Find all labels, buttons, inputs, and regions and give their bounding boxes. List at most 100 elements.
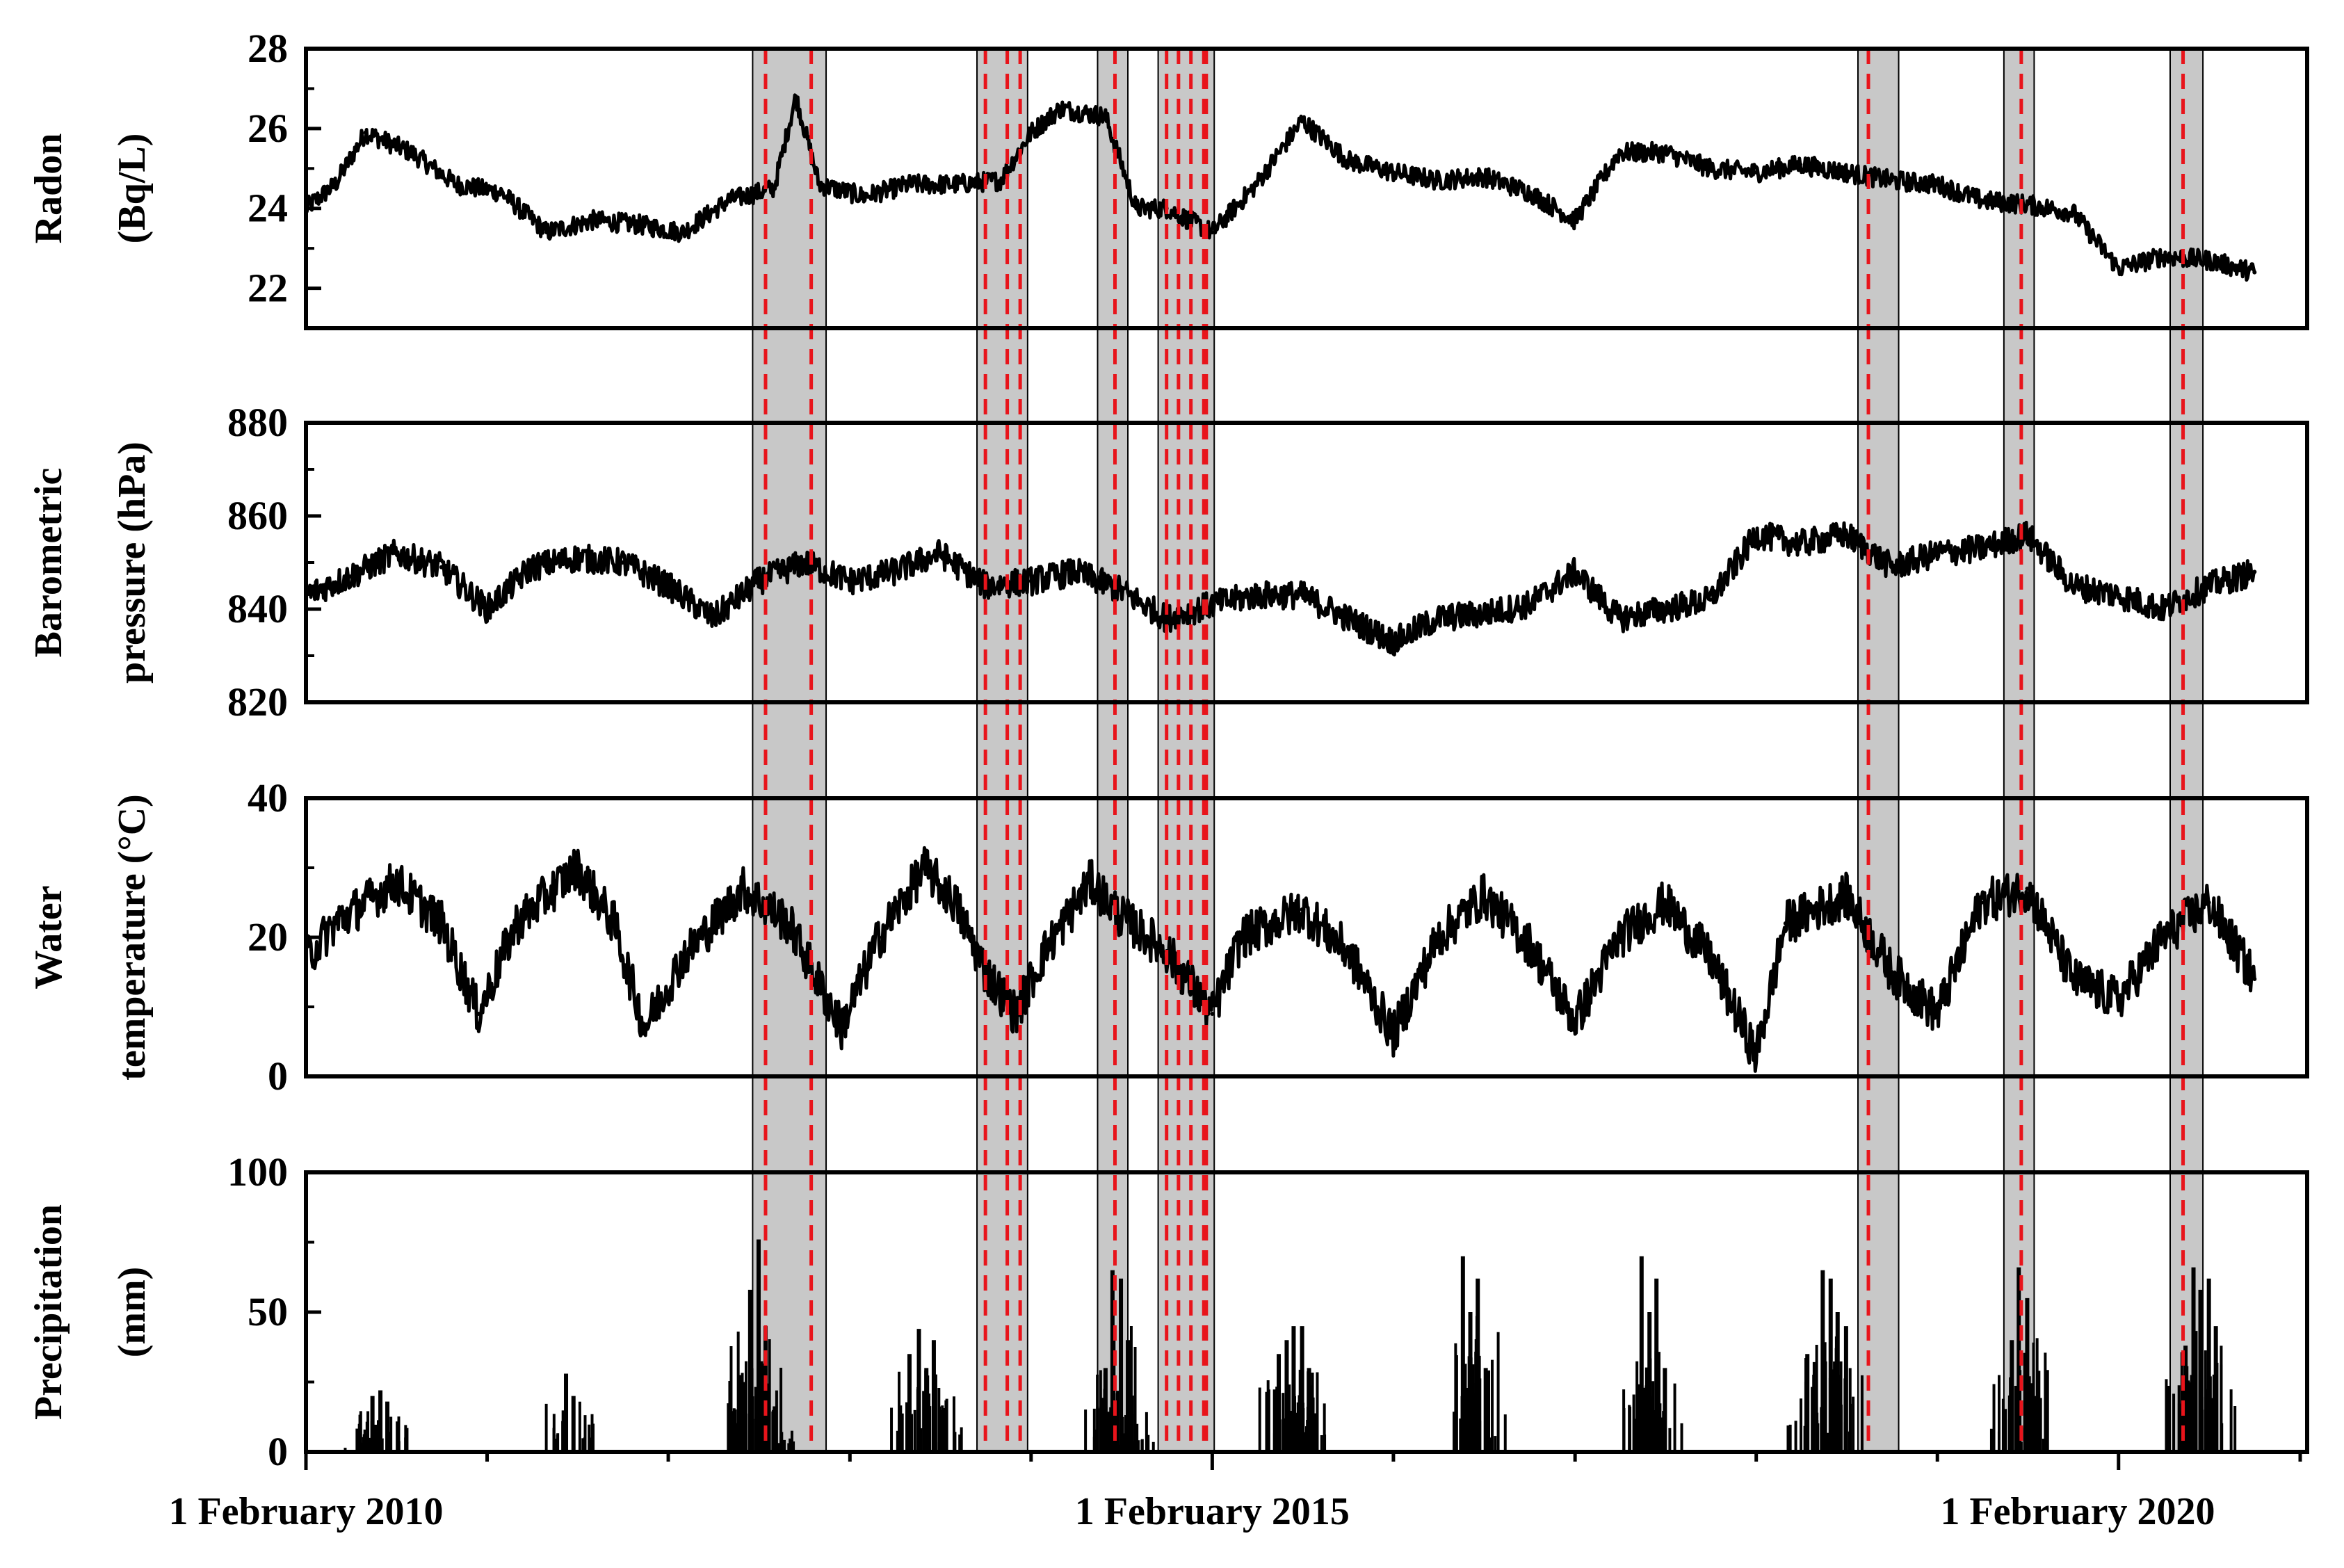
y-tick-label: 40 <box>248 775 288 821</box>
data-point <box>2206 583 2211 588</box>
highlight-bands <box>752 48 2204 1453</box>
data-point <box>1889 178 1894 183</box>
data-point <box>1300 118 1304 123</box>
panel-frame <box>304 1170 2309 1454</box>
data-point <box>1300 592 1304 597</box>
y-tick-label: 880 <box>227 400 288 445</box>
y-tick-label: 0 <box>268 1429 288 1474</box>
data-point <box>409 150 414 155</box>
data-point <box>394 880 398 884</box>
data-point <box>2252 569 2257 574</box>
data-point <box>1979 546 1984 551</box>
y-tick-label: 860 <box>227 493 288 538</box>
data-point <box>1391 639 1396 644</box>
data-point <box>1843 170 1848 175</box>
y-tick-label: 22 <box>248 266 288 311</box>
data-point <box>2206 900 2211 905</box>
data-point <box>741 887 745 891</box>
x-axis-label-2015: 1 February 2015 <box>1075 1490 1350 1533</box>
data-point <box>1481 611 1486 616</box>
data-point <box>485 607 490 611</box>
data-point <box>1663 900 1667 905</box>
data-point <box>514 921 519 926</box>
data-point <box>1164 616 1169 621</box>
data-point <box>793 94 798 99</box>
y-tick-label: 100 <box>227 1149 288 1195</box>
y-tick-label: 26 <box>248 106 288 151</box>
data-point <box>333 921 338 926</box>
data-point <box>1527 190 1532 195</box>
data-point <box>574 866 579 870</box>
data-point <box>937 551 942 556</box>
data-point <box>1663 607 1667 611</box>
data-point <box>1889 970 1894 974</box>
radon-panel: 22 24 26 28 Radon (Bq/L) <box>27 26 2257 311</box>
data-point <box>590 218 595 223</box>
data-point <box>1013 1012 1018 1016</box>
data-point <box>439 921 444 926</box>
pressure-y-axis-title-line1: Barometric <box>27 468 70 658</box>
data-point <box>2025 202 2030 207</box>
data-point <box>2025 887 2030 891</box>
y-tick-label: 50 <box>248 1289 288 1334</box>
data-point <box>363 130 368 135</box>
radon-series <box>304 93 2257 282</box>
panel-frame <box>304 796 2309 1078</box>
data-point <box>1391 170 1396 175</box>
data-point <box>1058 106 1062 111</box>
data-point <box>2161 254 2166 259</box>
data-point <box>862 194 866 199</box>
data-point <box>2252 977 2257 981</box>
pressure-y-axis-title-line2: pressure (hPa) <box>111 442 154 684</box>
data-point <box>1391 1033 1396 1037</box>
data-point <box>1754 170 1759 175</box>
data-point <box>394 551 398 556</box>
data-point <box>2252 270 2257 275</box>
event-lines <box>763 49 2185 1452</box>
data-point <box>1103 114 1108 119</box>
data-point <box>1573 569 1578 574</box>
data-point <box>1708 166 1713 171</box>
data-point <box>1798 542 1803 547</box>
data-point <box>1134 206 1139 211</box>
precipitation-bars <box>306 1239 2307 1454</box>
data-point <box>476 1012 481 1016</box>
data-point <box>1889 565 1894 569</box>
radon-y-axis-title-line1: Radon <box>27 134 70 244</box>
data-point <box>1028 130 1033 135</box>
data-point <box>333 182 338 187</box>
y-tick-label: 840 <box>227 586 288 631</box>
data-point <box>1210 602 1215 607</box>
panel-frame <box>304 421 2309 704</box>
data-point <box>726 198 731 203</box>
x-axis-label-2010: 1 February 2010 <box>168 1490 443 1533</box>
data-point <box>2025 532 2030 537</box>
series-line <box>304 846 2256 1073</box>
data-point <box>1617 935 1622 939</box>
y-tick-label: 820 <box>227 679 288 725</box>
data-point <box>1345 949 1350 953</box>
water-temperature-series <box>304 846 2257 1073</box>
data-point <box>2071 977 2076 981</box>
pressure-panel: 820 840 860 880 Barometric pressure (hPa) <box>27 400 2257 725</box>
data-point <box>635 222 640 227</box>
data-point <box>1708 956 1713 960</box>
series-line <box>304 93 2256 282</box>
data-point <box>454 182 459 187</box>
data-point <box>998 178 1003 183</box>
water-temperature-y-axis: 0 20 40 <box>248 775 321 1099</box>
data-point <box>1345 616 1350 621</box>
y-tick-label: 28 <box>248 26 288 71</box>
data-point <box>680 230 685 235</box>
data-point <box>2116 592 2121 597</box>
data-point <box>1042 949 1047 953</box>
data-point <box>620 560 625 565</box>
data-point <box>2161 935 2166 939</box>
data-point <box>1573 1019 1578 1023</box>
data-point <box>574 556 579 560</box>
data-point <box>1617 616 1622 621</box>
x-axis-label-2020: 1 February 2020 <box>1940 1490 2215 1533</box>
data-point <box>711 616 716 621</box>
